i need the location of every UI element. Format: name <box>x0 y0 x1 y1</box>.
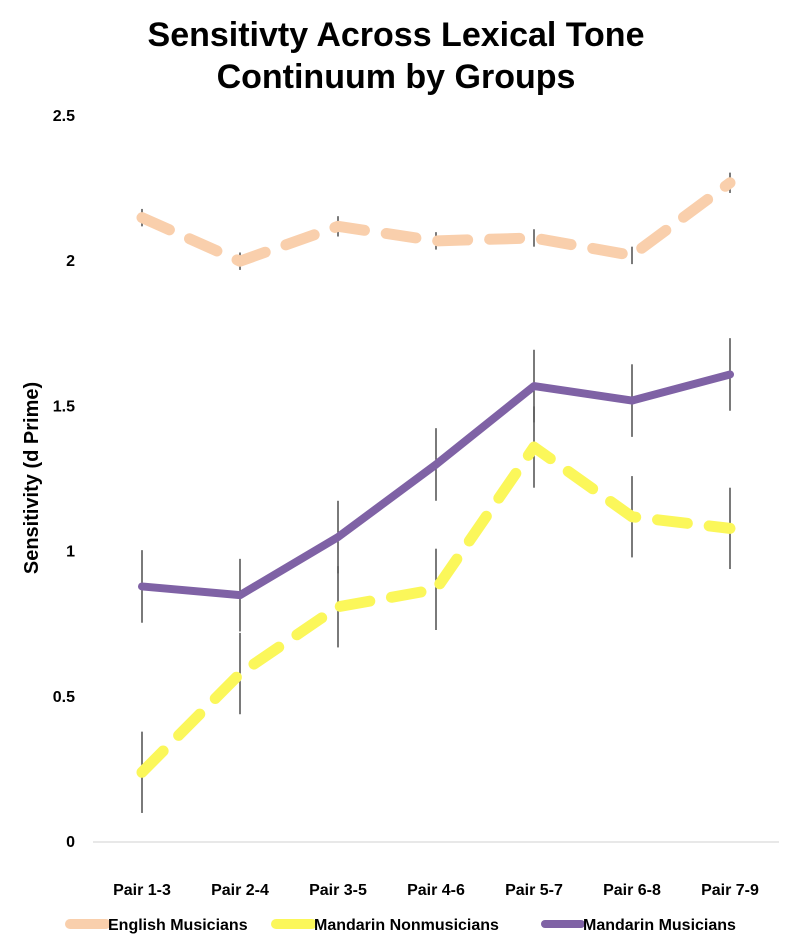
series-line <box>136 441 736 778</box>
legend-label: English Musicians <box>108 917 248 934</box>
legend-label: Mandarin Nonmusicians <box>314 917 499 934</box>
x-tick-label: Pair 5-7 <box>505 882 563 899</box>
series-line <box>136 177 736 267</box>
series-line <box>138 370 734 600</box>
legend: English Musicians Mandarin Nonmusicians Ma… <box>65 917 736 934</box>
y-tick-label: 2 <box>66 253 75 270</box>
x-tick-label: Pair 7-9 <box>701 882 759 899</box>
x-tick-label: Pair 1-3 <box>113 882 171 899</box>
x-tick-label: Pair 6-8 <box>603 882 661 899</box>
legend-label: Mandarin Musicians <box>583 917 736 934</box>
x-axis-ticks: Pair 1-3 Pair 2-4 Pair 3-5 Pair 4-6 Pair 5-7… <box>113 882 759 899</box>
error-bars <box>141 172 731 813</box>
y-tick-label: 1.5 <box>53 398 75 415</box>
y-tick-label: 0 <box>66 834 75 851</box>
chart-title-line-1: Sensitivty Across Lexical Tone <box>148 16 645 54</box>
y-tick-label: 1 <box>66 544 75 561</box>
x-tick-label: Pair 4-6 <box>407 882 465 899</box>
x-tick-label: Pair 2-4 <box>211 882 269 899</box>
x-tick-label: Pair 3-5 <box>309 882 367 899</box>
chart-title-line-2: Continuum by Groups <box>217 58 576 96</box>
y-tick-label: 0.5 <box>53 689 75 706</box>
series-lines <box>136 177 736 778</box>
y-tick-label: 2.5 <box>53 108 75 125</box>
y-axis-ticks: 0 0.5 1 1.5 2 2.5 <box>53 108 75 851</box>
y-axis-label: Sensitivity (d Prime) <box>21 382 43 574</box>
